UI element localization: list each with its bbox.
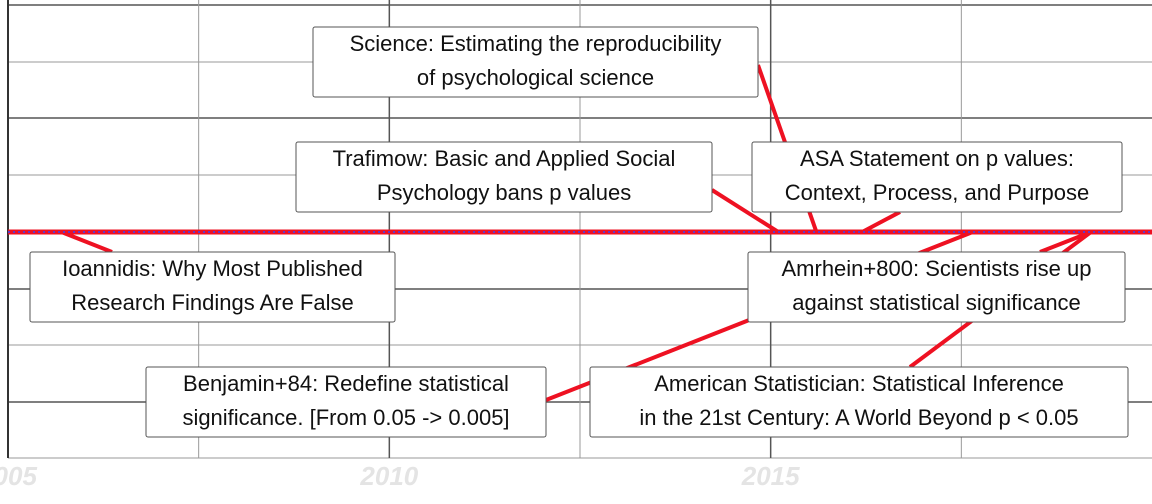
label-box (751, 141, 1123, 213)
event-label: Science: Estimating the reproducibility o… (312, 26, 759, 98)
event-label: Benjamin+84: Redefine statistical signifi… (145, 366, 547, 438)
label-text: Benjamin+84: Redefine statistical (183, 371, 509, 396)
connector (60, 230, 113, 254)
event-label: Trafimow: Basic and Applied Social Psycho… (295, 141, 713, 213)
label-text: American Statistician: Statistical Infer… (654, 371, 1064, 396)
connector (1039, 230, 1092, 254)
label-box (145, 366, 547, 438)
label-text: Research Findings Are False (71, 290, 353, 315)
label-text: Context, Process, and Purpose (785, 180, 1090, 205)
label-text: Amrhein+800: Scientists rise up (782, 256, 1092, 281)
label-box (589, 366, 1129, 438)
event-label: American Statistician: Statistical Infer… (589, 366, 1129, 438)
label-text: Ioannidis: Why Most Published (62, 256, 363, 281)
label-box (295, 141, 713, 213)
label-text: ASA Statement on p values: (800, 146, 1074, 171)
label-text: Trafimow: Basic and Applied Social (333, 146, 676, 171)
label-text: of psychological science (417, 65, 654, 90)
label-box (312, 26, 759, 98)
label-box (29, 251, 396, 323)
x-tick-label: 2010 (359, 461, 418, 491)
x-tick-label: 2015 (741, 461, 800, 491)
label-text: Science: Estimating the reproducibility (350, 31, 722, 56)
label-text: significance. [From 0.05 -> 0.005] (182, 405, 509, 430)
connector (861, 210, 901, 234)
x-tick-label: 2005 (0, 461, 37, 491)
label-text: in the 21st Century: A World Beyond p < … (639, 405, 1078, 430)
event-label: Ioannidis: Why Most Published Research Fi… (29, 251, 396, 323)
label-box (747, 251, 1126, 323)
label-text: Psychology bans p values (377, 180, 631, 205)
event-label: ASA Statement on p values: Context, Proce… (751, 141, 1123, 213)
event-label: Amrhein+800: Scientists rise up against s… (747, 251, 1126, 323)
label-text: against statistical significance (792, 290, 1081, 315)
connector (710, 188, 780, 234)
